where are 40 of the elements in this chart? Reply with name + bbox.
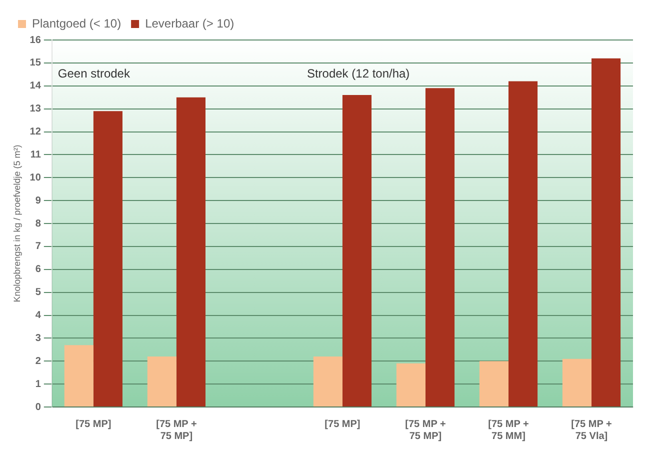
- bar: [591, 58, 621, 406]
- x-tick-label: [75 MP]: [76, 418, 112, 430]
- legend-label: Plantgoed (< 10): [32, 16, 122, 30]
- x-tick-label: [75 MP]: [324, 418, 360, 430]
- bar: [425, 88, 455, 406]
- bar: [147, 356, 176, 406]
- y-tick-label: 5: [35, 287, 42, 298]
- annotation: Geen strodek: [58, 66, 131, 81]
- bar: [176, 97, 206, 406]
- bar: [64, 345, 94, 406]
- bar: [93, 111, 122, 406]
- y-tick-label: 16: [30, 34, 42, 46]
- y-tick-label: 12: [30, 126, 42, 138]
- bar: [479, 361, 508, 406]
- x-tick-label: [75 MP + 75 MP]: [156, 418, 197, 442]
- legend-label: Leverbaar (> 10): [145, 16, 234, 30]
- y-tick-label: 14: [30, 80, 42, 92]
- annotation: Strodek (12 ton/ha): [306, 66, 410, 81]
- y-tick-label: 10: [30, 172, 42, 184]
- y-tick-label: 11: [30, 149, 42, 160]
- y-tick-label: 7: [35, 241, 42, 252]
- y-axis-title: Knolopbrengst in kg / proefveldje (5 m²): [12, 144, 22, 302]
- x-tick-label: [75 MP + 75 MP]: [405, 418, 446, 442]
- y-tick-label: 15: [30, 58, 42, 69]
- bar: [396, 363, 426, 406]
- x-tick-label: [75 MP + 75 MM]: [488, 418, 529, 442]
- bar: [562, 358, 592, 406]
- x-tick-label: [75 MP + 75 Vla]: [571, 418, 612, 442]
- y-tick-label: 3: [35, 332, 42, 344]
- y-tick-label: 8: [35, 218, 42, 230]
- y-tick-label: 1: [35, 378, 42, 390]
- y-tick-label: 6: [35, 264, 42, 276]
- y-tick-label: 4: [35, 310, 42, 321]
- bar: [508, 81, 538, 406]
- y-tick-label: 9: [35, 195, 42, 206]
- bar: [313, 356, 342, 406]
- y-tick-label: 2: [35, 356, 42, 367]
- bar: [342, 95, 372, 406]
- y-tick-label: 0: [35, 402, 42, 413]
- y-tick-label: 13: [30, 104, 42, 115]
